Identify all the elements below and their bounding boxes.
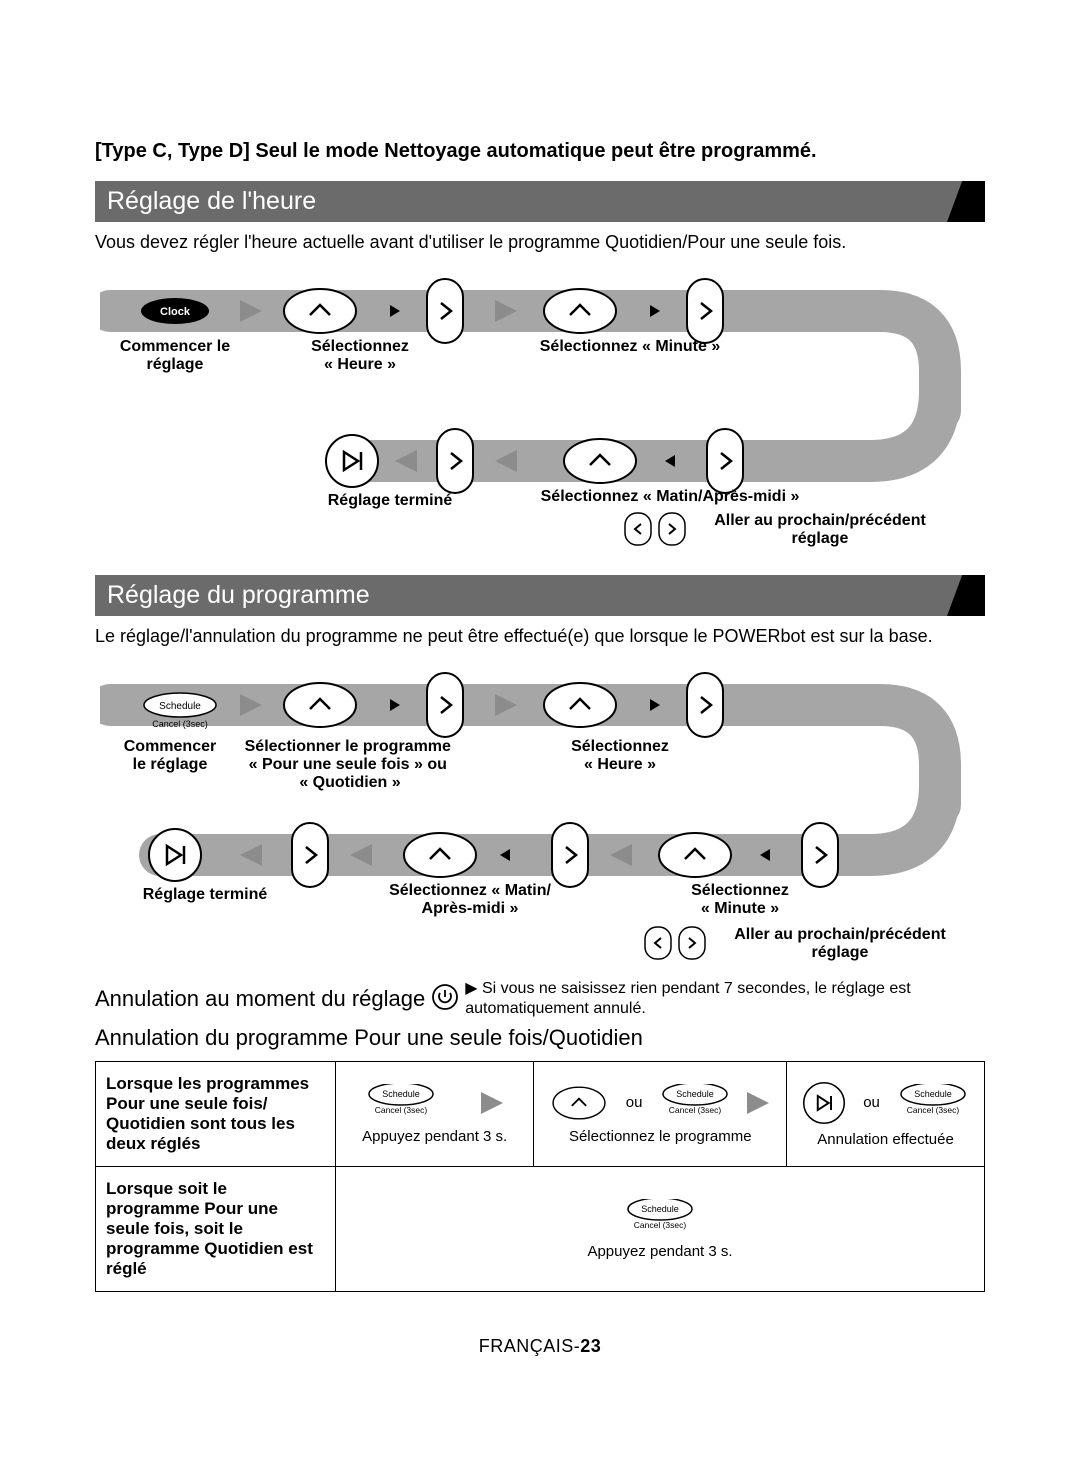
- svg-text:Schedule: Schedule: [159, 701, 201, 712]
- power-icon: [431, 983, 459, 1016]
- cancel-program-title: Annulation du programme Pour une seule f…: [95, 1025, 985, 1051]
- schedule-button: Schedule Cancel (3sec): [144, 693, 216, 729]
- time-setting-diagram: Schedule Cancel (3sec) Clock Commencer l…: [100, 271, 980, 561]
- step2-program-label: Sélectionner le programme « Pour une seu…: [245, 738, 456, 791]
- footer-page: 23: [580, 1336, 601, 1356]
- svg-text:Cancel (3sec): Cancel (3sec): [152, 719, 208, 729]
- clock-button: Clock: [141, 298, 209, 324]
- row1-step3: ou Annulation effectuée: [787, 1062, 985, 1167]
- row2-label: Lorsque soit le programme Pour une seule…: [96, 1167, 336, 1292]
- step2-done-label: Réglage terminé: [143, 886, 268, 903]
- section1-header: Réglage de l'heure: [95, 181, 985, 222]
- row1-step1: Appuyez pendant 3 s.: [336, 1062, 534, 1167]
- cancel-during-row: Annulation au moment du réglage ▶ Si vou…: [95, 979, 985, 1019]
- footer-lang: FRANÇAIS-: [479, 1336, 581, 1356]
- nav-label: Aller au prochain/précédentréglage: [714, 512, 926, 547]
- section1-title: Réglage de l'heure: [107, 187, 316, 215]
- cancel-during-title: Annulation au moment du réglage: [95, 986, 425, 1012]
- schedule-setting-diagram: Schedule Cancel (3sec) Commencerle régla…: [100, 665, 980, 965]
- step-ampm-label: Sélectionnez « Matin/Après-midi »: [541, 488, 800, 505]
- section2-title: Réglage du programme: [107, 581, 370, 609]
- section2-desc: Le réglage/l'annulation du programme ne …: [95, 626, 985, 647]
- step2-minute-label: Sélectionnez« Minute »: [691, 882, 789, 917]
- type-note: [Type C, Type D] Seul le mode Nettoyage …: [95, 140, 985, 163]
- section2-header: Réglage du programme: [95, 575, 985, 616]
- section1-desc: Vous devez régler l'heure actuelle avant…: [95, 232, 985, 253]
- row1-label: Lorsque les programmes Pour une seule fo…: [96, 1062, 336, 1167]
- table-row: Lorsque les programmes Pour une seule fo…: [96, 1062, 985, 1167]
- table-row: Lorsque soit le programme Pour une seule…: [96, 1167, 985, 1292]
- step2-hour-label: Sélectionnez« Heure »: [571, 738, 669, 773]
- step-hour-label: Sélectionnez« Heure »: [311, 338, 409, 373]
- step-minute-label: Sélectionnez « Minute »: [540, 338, 721, 355]
- page-footer: FRANÇAIS-23: [95, 1336, 985, 1357]
- step-start-label: Commencer leréglage: [120, 338, 230, 373]
- step2-ampm-label: Sélectionnez « Matin/Après-midi »: [389, 882, 551, 917]
- row1-step2: ou Sélectionnez le programme: [534, 1062, 787, 1167]
- cancel-table: Lorsque les programmes Pour une seule fo…: [95, 1061, 985, 1292]
- step-done-label: Réglage terminé: [328, 492, 453, 509]
- cancel-during-note: ▶ Si vous ne saisissez rien pendant 7 se…: [465, 979, 985, 1019]
- svg-text:Clock: Clock: [160, 306, 191, 318]
- row2-content: Appuyez pendant 3 s.: [336, 1167, 985, 1292]
- nav-label-2: Aller au prochain/précédentréglage: [734, 926, 946, 961]
- step2-start-label: Commencerle réglage: [124, 738, 216, 773]
